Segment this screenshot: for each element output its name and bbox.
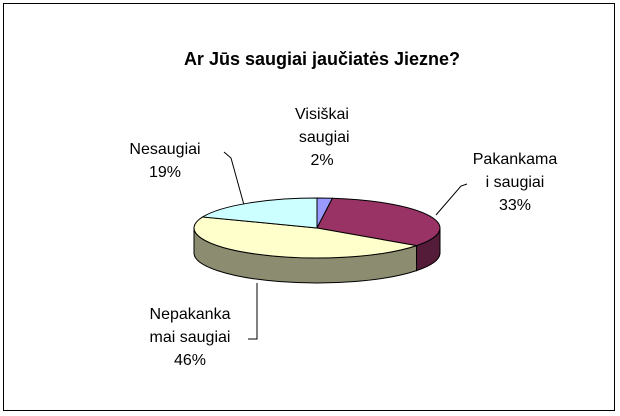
pie xyxy=(193,197,441,284)
value-label: 46% xyxy=(174,352,206,369)
label-line: Visiškai xyxy=(295,106,349,123)
data-label: Visiškai saugiai xyxy=(294,106,349,146)
data-label: Nepakanka mai saugiai xyxy=(150,306,231,346)
label-line: Nesaugiai xyxy=(129,141,200,158)
data-label: Pakankama i saugiai xyxy=(473,151,558,191)
label-line: saugiai xyxy=(294,129,349,146)
value-label: 2% xyxy=(310,152,333,169)
label-line: Nepakanka xyxy=(150,306,231,323)
leader-line xyxy=(223,151,245,206)
leader-lines xyxy=(223,151,468,340)
slice xyxy=(193,216,417,259)
slice xyxy=(316,197,441,247)
leader-line xyxy=(435,183,468,216)
chart-title: Ar Jūs saugiai jaučiatės Jiezne? xyxy=(184,49,460,69)
label-line: mai saugiai xyxy=(150,329,231,346)
data-label: Nesaugiai xyxy=(129,141,200,158)
value-label: 33% xyxy=(499,197,531,214)
slice xyxy=(201,197,318,229)
label-line: i saugiai xyxy=(486,174,545,191)
label-line: Pakankama xyxy=(473,151,558,168)
leader-line xyxy=(248,283,258,340)
value-label: 19% xyxy=(149,164,181,181)
